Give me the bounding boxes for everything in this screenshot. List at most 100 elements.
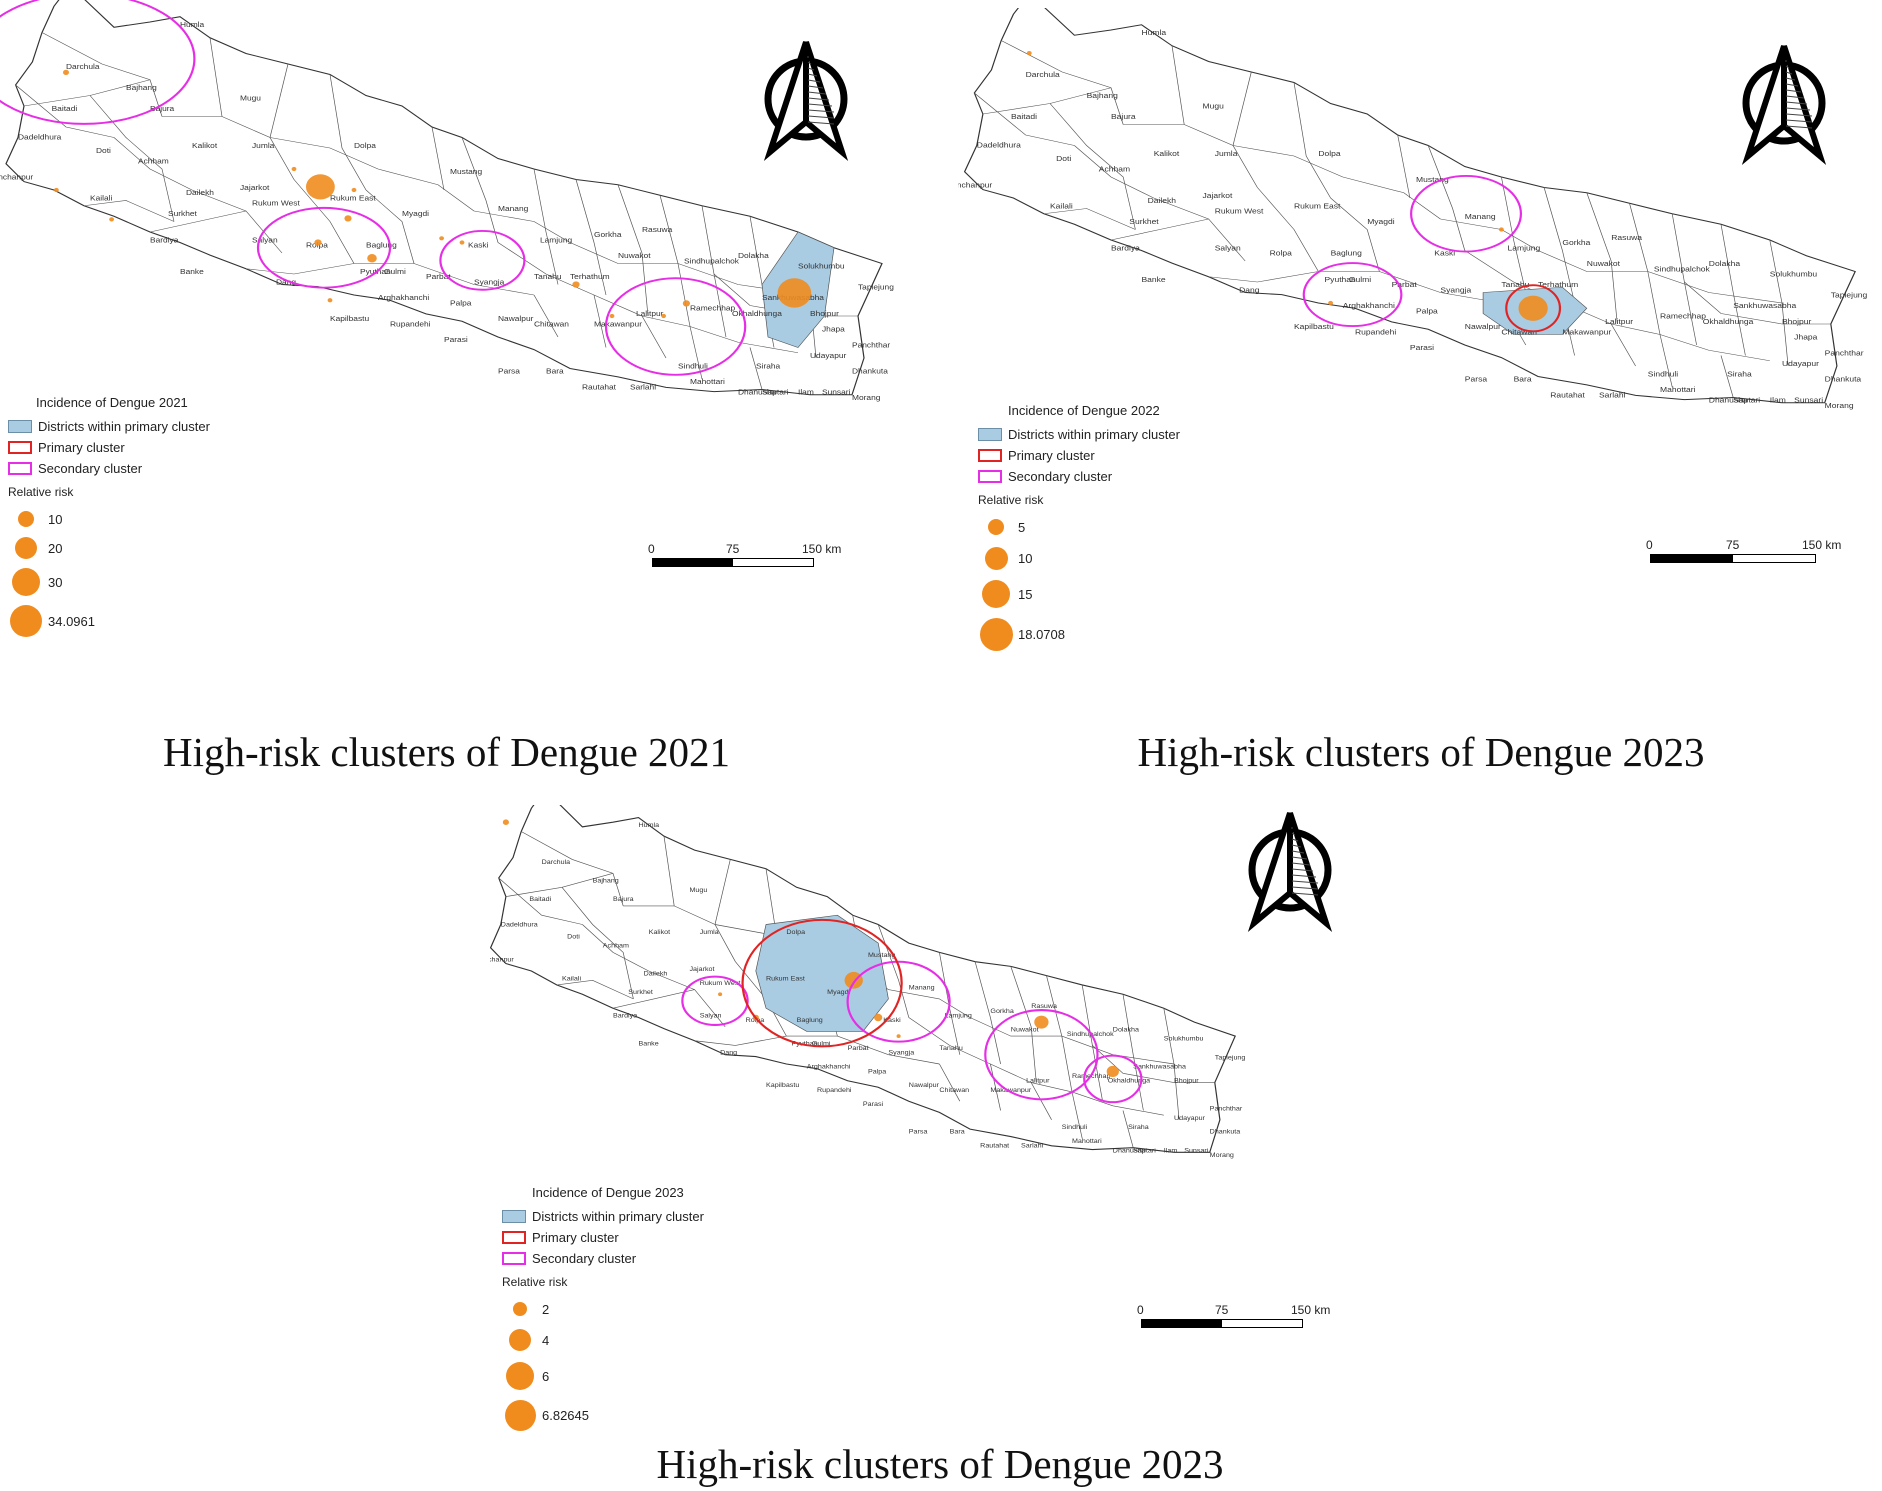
district-label: Darchula — [66, 63, 100, 71]
district-boundary — [556, 979, 634, 1000]
primary-cluster-label: Primary cluster — [532, 1230, 619, 1245]
district-boundary — [663, 836, 675, 906]
district-label: Parasi — [1410, 344, 1434, 352]
district-label: Dhankuta — [1210, 1129, 1241, 1136]
district-boundary — [431, 126, 445, 191]
risk-dot-3 — [982, 580, 1010, 608]
district-label: Palpa — [450, 299, 472, 307]
district-label: Gorkha — [990, 1008, 1014, 1015]
secondary-cluster-ring — [681, 975, 749, 1026]
district-label: Surkhet — [1129, 218, 1159, 226]
district-label: Parsa — [1465, 375, 1488, 383]
north-arrow-hatch — [1785, 89, 1802, 93]
scale-label-75: 75 — [726, 542, 740, 556]
district-boundary — [473, 210, 571, 243]
secondary-cluster-label: Secondary cluster — [532, 1251, 637, 1266]
district-label: Makawanpur — [594, 320, 642, 328]
district-label: Kalikot — [1154, 150, 1180, 158]
primary-cluster-swatch — [978, 449, 1002, 462]
district-boundary — [1122, 994, 1144, 1111]
district-label: Syangja — [888, 1050, 914, 1057]
district-boundary — [1720, 224, 1746, 356]
secondary-cluster-ring — [984, 1009, 1099, 1101]
district-label: Udayapur — [1782, 360, 1819, 368]
district-boundary — [83, 200, 175, 222]
risk-dot — [327, 298, 333, 303]
district-label: Chitawan — [534, 320, 569, 328]
district-label: Gulmi — [812, 1041, 831, 1048]
district-label: Sunsari — [822, 388, 851, 396]
district-boundary — [1030, 1082, 1052, 1120]
north-arrow-hatch — [1785, 113, 1813, 117]
district-label: Dolpa — [1318, 150, 1341, 158]
district-label: Arghakhanchi — [378, 294, 430, 302]
district-boundary — [533, 168, 559, 285]
district-label: Gulmi — [384, 267, 406, 275]
district-label: Rautahat — [980, 1143, 1009, 1150]
district-boundary — [269, 137, 379, 170]
district-label: Sunsari — [1184, 1148, 1209, 1155]
risk-dot — [1328, 300, 1334, 306]
district-boundary — [209, 37, 223, 117]
district-label: Saptari — [1733, 396, 1760, 404]
north-arrow-hatch — [807, 109, 835, 113]
district-boundary — [329, 74, 367, 191]
district-label: Dang — [276, 278, 296, 286]
district-label: Parsa — [909, 1129, 928, 1136]
district-label: Jumla — [1215, 150, 1238, 158]
district-label: Baglung — [797, 1017, 823, 1024]
risk-dot-1 — [18, 511, 34, 527]
district-label: Taplejung — [1831, 291, 1868, 299]
north-arrow-hatch — [1291, 838, 1299, 842]
district-label: Sarlahi — [1599, 391, 1626, 399]
district-label: Morang — [1825, 402, 1854, 410]
district-label: Nawalpur — [1465, 323, 1501, 331]
district-label: Kanchanpur — [958, 181, 993, 189]
district-boundary — [575, 179, 607, 296]
north-arrow-hatch — [1291, 874, 1317, 878]
relative-risk-title: Relative risk — [502, 1275, 568, 1289]
primary-cluster-label: Primary cluster — [1008, 448, 1095, 463]
risk-dot — [1034, 1015, 1049, 1029]
north-arrow-hatch — [807, 91, 827, 95]
primary-cluster-ring — [741, 918, 903, 1048]
district-label: Pyuthan — [1325, 276, 1356, 284]
relative-risk-title: Relative risk — [8, 485, 74, 499]
district-label: Parasi — [863, 1101, 884, 1108]
district-label: Palpa — [1416, 307, 1438, 315]
north-arrow-hatch — [807, 61, 812, 65]
risk-value-3: 30 — [48, 574, 63, 590]
north-arrow-icon — [763, 41, 849, 161]
district-label: Ramechhap — [1660, 312, 1707, 320]
district-label: Salyan — [1215, 244, 1241, 252]
district-label: Lalitpur — [636, 309, 664, 317]
primary-cluster-swatch — [8, 441, 32, 454]
district-label: Solukhumbu — [1770, 270, 1817, 278]
legend-2022: Incidence of Dengue 2022 Districts withi… — [978, 403, 1180, 655]
scale-label-0: 0 — [1137, 1303, 1144, 1317]
district-label: Kaski — [1434, 249, 1455, 257]
scale-label-150: 150 km — [802, 542, 842, 556]
district-label: Okhaldhunga — [732, 309, 783, 317]
district-label: Rasuwa — [1031, 1003, 1057, 1010]
district-boundary — [41, 32, 163, 117]
district-label: Dailekh — [186, 189, 214, 197]
district-label: Makawanpur — [1562, 328, 1611, 336]
secondary-cluster-swatch — [978, 470, 1002, 483]
risk-dot — [306, 174, 335, 200]
district-label: Makawanpur — [990, 1087, 1032, 1094]
district-label: Bajhang — [593, 878, 619, 885]
district-label: Dang — [1239, 286, 1259, 294]
district-boundary — [377, 168, 475, 212]
district-boundary — [1330, 197, 1380, 272]
district-boundary — [1543, 187, 1575, 304]
north-arrow-hatch — [807, 67, 815, 71]
risk-dot — [367, 254, 377, 263]
secondary-cluster-ring — [1302, 262, 1403, 328]
district-label: Ilam — [1770, 396, 1787, 404]
north-arrow-hatch — [807, 79, 821, 83]
risk-dot — [682, 300, 690, 307]
district-label: Dadeldhura — [501, 922, 538, 929]
district-label: Salyan — [252, 236, 278, 244]
north-arrow-hatch — [1785, 83, 1799, 87]
